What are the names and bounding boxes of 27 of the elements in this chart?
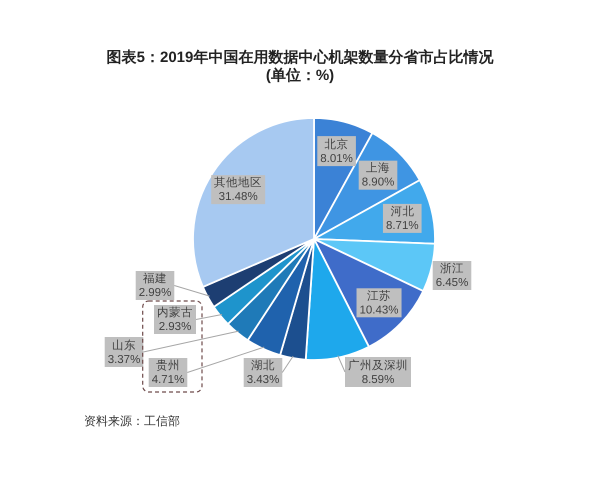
slice-label: 内蒙古 <box>157 306 193 319</box>
data-label: 4.71% <box>152 374 184 386</box>
data-label: 6.45% <box>436 277 468 289</box>
data-label: 3.43% <box>246 374 280 386</box>
slice-label: 山东 <box>112 338 136 352</box>
data-label: 2.93% <box>158 321 192 333</box>
slice-label: 湖北 <box>251 359 275 372</box>
slice-label: 上海 <box>366 162 390 175</box>
data-label: 31.48% <box>218 191 258 204</box>
slice-label: 其他地区 <box>214 176 262 190</box>
slice-label: 河北 <box>390 204 414 218</box>
slice-label: 广州及深圳 <box>348 358 408 372</box>
data-label: 8.90% <box>362 176 394 189</box>
text: 资料来源：工信部 <box>84 414 180 428</box>
data-label: 2.99% <box>138 287 172 299</box>
slice-label: 浙江 <box>440 262 464 275</box>
data-label: 8.01% <box>320 153 353 166</box>
slice-label: 江苏 <box>367 289 392 302</box>
chart-subtitle: (单位：%) <box>266 67 334 84</box>
data-label: 10.43% <box>360 304 399 316</box>
data-label: 8.59% <box>362 374 394 386</box>
slice-label: 贵州 <box>156 359 180 372</box>
data-label: 3.37% <box>108 354 140 366</box>
chart-title: 图表5：2019年中国在用数据中心机架数量分省市占比情况 <box>106 48 494 66</box>
slice-label: 北京 <box>324 137 349 152</box>
data-label: 8.71% <box>386 220 419 232</box>
slice-label: 福建 <box>143 272 167 285</box>
